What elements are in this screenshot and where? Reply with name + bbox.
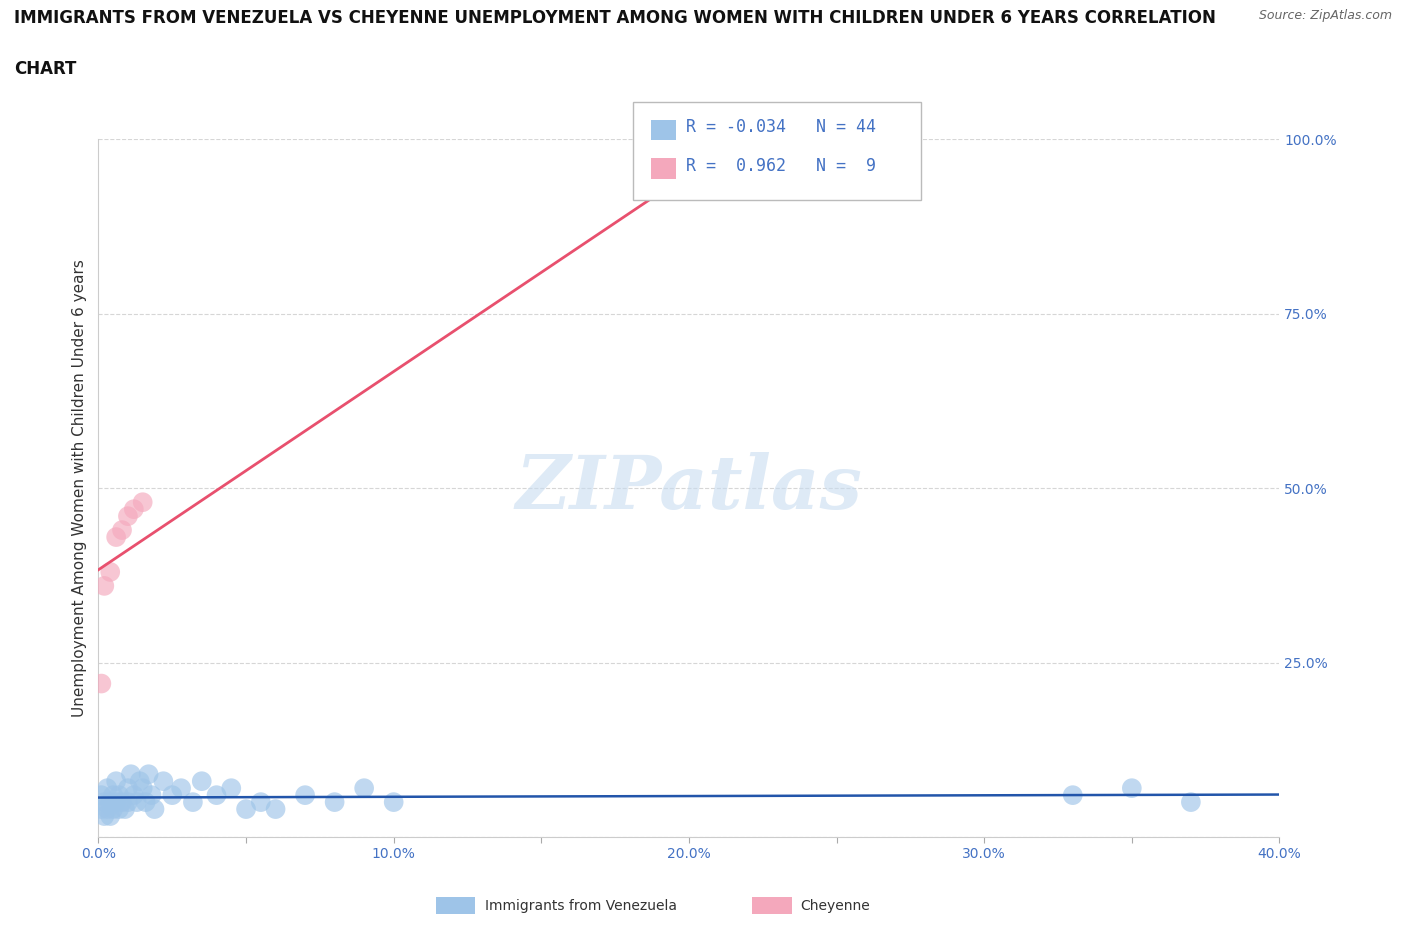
Text: R = -0.034   N = 44: R = -0.034 N = 44 [686,118,876,137]
Point [98,565,121,579]
Point [143,802,166,817]
Point [250,794,273,809]
Point [132,495,155,510]
Point [323,794,346,809]
Text: Immigrants from Venezuela: Immigrants from Venezuela [485,898,678,913]
Point [108,788,131,803]
Point [1121,781,1143,796]
Text: R =  0.962   N =  9: R = 0.962 N = 9 [686,156,876,175]
Point [152,774,174,789]
Point [111,523,134,538]
Point [141,788,163,803]
Point [707,153,730,168]
Point [128,774,150,789]
Point [122,788,145,803]
Point [382,794,405,809]
Point [264,802,287,817]
Point [93,809,115,824]
Point [96,781,118,796]
Point [114,802,136,817]
Point [138,766,160,781]
Point [135,794,157,809]
Point [170,781,193,796]
Point [120,766,142,781]
Point [294,788,316,803]
Point [93,794,115,809]
Point [111,794,134,809]
Point [98,794,121,809]
Point [117,509,139,524]
Point [105,530,128,545]
Point [108,802,131,817]
Text: ZIPatlas: ZIPatlas [516,452,862,525]
Point [132,781,155,796]
Point [162,788,183,803]
Point [219,781,242,796]
Point [205,788,228,803]
Point [105,774,128,789]
Point [105,794,128,809]
Text: IMMIGRANTS FROM VENEZUELA VS CHEYENNE UNEMPLOYMENT AMONG WOMEN WITH CHILDREN UND: IMMIGRANTS FROM VENEZUELA VS CHEYENNE UN… [14,9,1216,27]
Text: Source: ZipAtlas.com: Source: ZipAtlas.com [1258,9,1392,22]
Point [90,676,112,691]
Point [191,774,214,789]
Point [125,794,148,809]
Point [181,794,204,809]
Text: Cheyenne: Cheyenne [800,898,870,913]
Point [90,788,112,803]
Point [1180,794,1202,809]
Point [1062,788,1084,803]
Point [90,802,112,817]
Point [103,788,125,803]
Point [98,809,121,824]
Point [93,578,115,593]
Point [96,802,118,817]
Text: CHART: CHART [14,60,76,78]
Point [353,781,375,796]
Point [235,802,257,817]
Point [122,502,145,517]
Point [117,781,139,796]
Point [117,794,139,809]
Y-axis label: Unemployment Among Women with Children Under 6 years: Unemployment Among Women with Children U… [72,259,87,717]
Point [103,802,125,817]
